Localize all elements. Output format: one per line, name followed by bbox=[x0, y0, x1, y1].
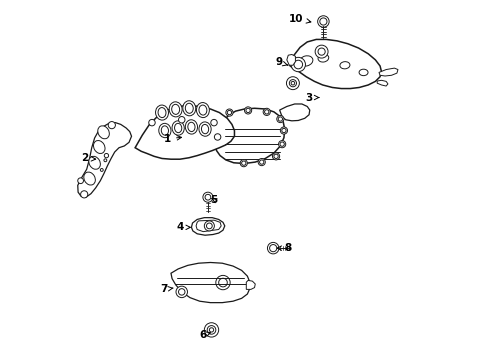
Ellipse shape bbox=[185, 103, 193, 113]
Circle shape bbox=[317, 16, 328, 27]
Circle shape bbox=[203, 192, 212, 202]
Ellipse shape bbox=[169, 102, 182, 117]
Ellipse shape bbox=[158, 108, 165, 118]
Polygon shape bbox=[196, 220, 221, 231]
Ellipse shape bbox=[83, 172, 95, 185]
Circle shape bbox=[178, 289, 184, 295]
Polygon shape bbox=[376, 80, 387, 86]
Circle shape bbox=[210, 120, 217, 126]
Ellipse shape bbox=[174, 123, 182, 132]
Circle shape bbox=[317, 48, 325, 55]
Circle shape bbox=[245, 108, 250, 113]
Ellipse shape bbox=[185, 120, 197, 134]
Ellipse shape bbox=[339, 62, 349, 69]
Text: 3: 3 bbox=[305, 93, 318, 103]
Text: 5: 5 bbox=[210, 195, 217, 205]
Circle shape bbox=[178, 117, 184, 123]
Circle shape bbox=[204, 323, 218, 337]
Polygon shape bbox=[135, 105, 234, 159]
Circle shape bbox=[278, 117, 282, 121]
Circle shape bbox=[148, 120, 155, 126]
Circle shape bbox=[225, 109, 233, 116]
Circle shape bbox=[258, 158, 265, 166]
Ellipse shape bbox=[201, 125, 208, 134]
Ellipse shape bbox=[93, 140, 105, 153]
Text: 4: 4 bbox=[176, 222, 190, 232]
Ellipse shape bbox=[171, 104, 179, 114]
Circle shape bbox=[204, 194, 210, 200]
Text: 2: 2 bbox=[81, 153, 96, 163]
Ellipse shape bbox=[299, 56, 312, 66]
Ellipse shape bbox=[89, 156, 100, 169]
Circle shape bbox=[267, 242, 278, 254]
Circle shape bbox=[214, 134, 221, 140]
Circle shape bbox=[218, 278, 227, 287]
Circle shape bbox=[241, 161, 245, 165]
Polygon shape bbox=[171, 262, 249, 303]
Text: 6: 6 bbox=[199, 330, 210, 340]
Polygon shape bbox=[215, 108, 284, 163]
Circle shape bbox=[108, 122, 115, 129]
Ellipse shape bbox=[161, 126, 168, 135]
Circle shape bbox=[273, 154, 278, 158]
Text: 8: 8 bbox=[277, 243, 290, 253]
Polygon shape bbox=[286, 54, 295, 65]
Circle shape bbox=[263, 108, 270, 116]
Polygon shape bbox=[78, 123, 131, 197]
Polygon shape bbox=[378, 68, 397, 76]
Text: 1: 1 bbox=[163, 134, 181, 144]
Circle shape bbox=[264, 110, 268, 114]
Circle shape bbox=[286, 77, 299, 90]
Ellipse shape bbox=[317, 54, 328, 62]
Text: 9: 9 bbox=[274, 57, 287, 67]
Circle shape bbox=[319, 18, 326, 25]
Circle shape bbox=[204, 221, 214, 231]
Text: 10: 10 bbox=[289, 14, 310, 24]
Ellipse shape bbox=[199, 105, 206, 115]
Ellipse shape bbox=[199, 122, 211, 136]
Circle shape bbox=[81, 191, 88, 198]
Circle shape bbox=[290, 81, 294, 85]
Polygon shape bbox=[191, 218, 224, 235]
Ellipse shape bbox=[155, 105, 168, 120]
Circle shape bbox=[209, 328, 213, 332]
Circle shape bbox=[269, 244, 276, 252]
Circle shape bbox=[240, 159, 247, 167]
Circle shape bbox=[290, 57, 305, 72]
Ellipse shape bbox=[98, 126, 109, 139]
Circle shape bbox=[207, 325, 215, 334]
Circle shape bbox=[278, 140, 285, 148]
Circle shape bbox=[289, 80, 296, 87]
Circle shape bbox=[78, 178, 83, 184]
Circle shape bbox=[281, 129, 285, 133]
Circle shape bbox=[215, 275, 230, 290]
Ellipse shape bbox=[183, 101, 195, 116]
Ellipse shape bbox=[196, 103, 209, 118]
Polygon shape bbox=[289, 40, 381, 89]
Circle shape bbox=[272, 153, 279, 160]
Circle shape bbox=[293, 60, 302, 69]
Polygon shape bbox=[279, 104, 309, 121]
Circle shape bbox=[100, 168, 103, 171]
Circle shape bbox=[176, 286, 187, 298]
Circle shape bbox=[280, 127, 287, 134]
Ellipse shape bbox=[172, 121, 184, 135]
Circle shape bbox=[276, 116, 284, 123]
Circle shape bbox=[206, 223, 212, 229]
Ellipse shape bbox=[358, 69, 367, 76]
Circle shape bbox=[244, 107, 251, 114]
Ellipse shape bbox=[187, 122, 195, 132]
Circle shape bbox=[227, 111, 231, 115]
Polygon shape bbox=[246, 280, 255, 289]
Circle shape bbox=[259, 160, 264, 164]
Circle shape bbox=[104, 159, 106, 162]
Circle shape bbox=[104, 153, 108, 158]
Circle shape bbox=[314, 45, 327, 58]
Circle shape bbox=[280, 142, 284, 146]
Text: 7: 7 bbox=[160, 284, 173, 294]
Ellipse shape bbox=[159, 123, 171, 138]
